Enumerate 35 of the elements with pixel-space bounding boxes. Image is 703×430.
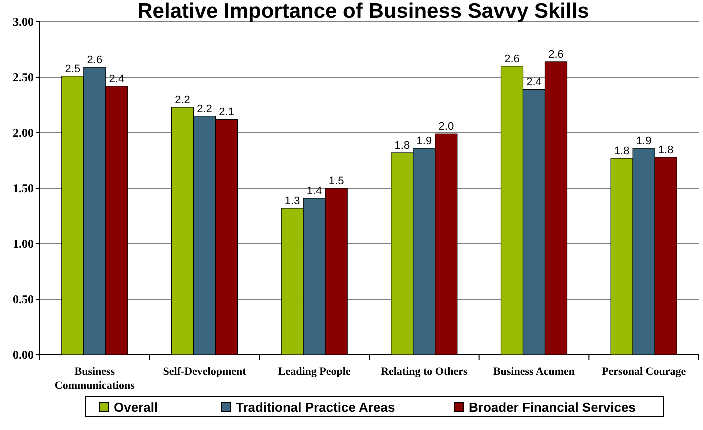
data-label: 2.4 [109,73,125,86]
data-label: 1.4 [306,185,322,198]
data-label: 2.5 [65,63,81,76]
data-label: 2.6 [548,48,564,61]
legend-label: Traditional Practice Areas [236,400,396,415]
data-label: 2.2 [175,94,190,106]
data-label: 2.0 [438,121,454,134]
data-label: 1.3 [284,195,300,208]
data-label: 1.9 [416,136,432,148]
data-label: 2.6 [504,53,520,66]
data-label: 2.6 [87,54,103,67]
data-label: 1.9 [636,136,652,148]
y-tick-label: 0.50 [13,292,34,306]
x-tick-label: Relating to Others [381,366,469,378]
data-label: 2.2 [197,103,212,116]
x-tick-label: Leading People [278,366,351,378]
x-tick-label: Business Acumen [493,366,576,378]
y-tick-label: 2.50 [13,70,34,84]
data-label: 2.4 [526,76,542,89]
x-tick-label: Business Communications [54,366,136,392]
y-tick-label: 2.00 [13,126,34,140]
legend-label: Overall [114,400,158,415]
y-tick-label: 1.00 [13,237,34,251]
data-label: 1.8 [614,146,630,158]
legend-label: Broader Financial Services [469,400,636,415]
data-label: 1.5 [328,176,344,188]
data-label: 2.1 [219,106,234,119]
x-tick-label: Personal Courage [602,366,686,378]
data-label: 1.8 [658,144,674,156]
chart-title: Relative Importance of Business Savvy Skills [138,0,590,23]
x-tick-label: Self-Development [163,366,247,378]
y-tick-label: 3.00 [13,15,34,29]
y-tick-label: 0.00 [13,348,34,362]
y-tick-label: 1.50 [13,182,34,196]
data-label: 1.8 [394,140,410,152]
